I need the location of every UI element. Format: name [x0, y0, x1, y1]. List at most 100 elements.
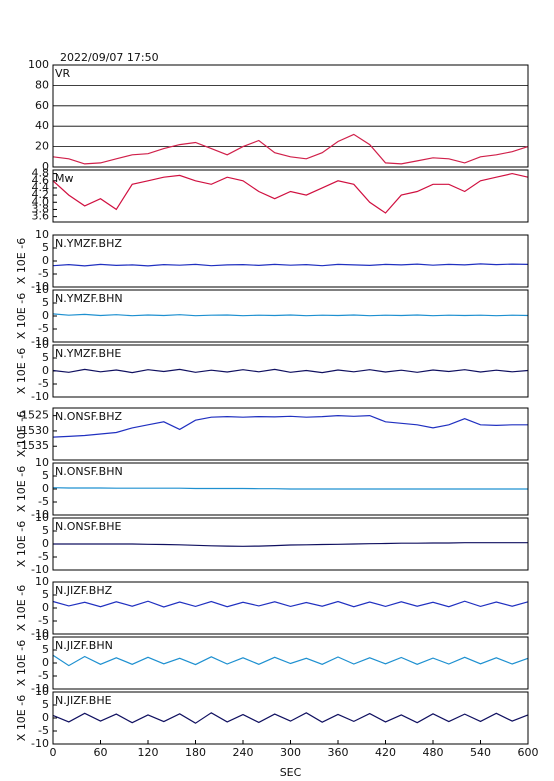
- y-tick-label: 20: [35, 140, 49, 153]
- y-tick-label: 40: [35, 119, 49, 132]
- x-tick-label: 180: [185, 746, 206, 759]
- x-tick-label: 0: [50, 746, 57, 759]
- x-tick-label: 420: [375, 746, 396, 759]
- y-tick-label: -1535: [17, 439, 49, 452]
- x-tick-label: 540: [470, 746, 491, 759]
- y-tick-label: 0: [42, 482, 49, 495]
- y-tick-label: -5: [38, 322, 49, 335]
- y-axis-label: X 10E -6: [15, 411, 28, 457]
- y-tick-label: -10: [31, 737, 49, 750]
- series-line: [52, 487, 528, 490]
- series-line: [52, 712, 529, 724]
- y-axis-label: X 10E -6: [15, 466, 28, 512]
- panel-label: N.YMZF.BHE: [55, 347, 121, 360]
- y-tick-label: 80: [35, 78, 49, 91]
- series-line: [52, 600, 529, 608]
- series-line: [53, 542, 528, 547]
- y-tick-label: 100: [28, 58, 49, 71]
- y-tick-label: -1525: [17, 409, 49, 422]
- y-tick-label: 10: [35, 228, 49, 241]
- y-tick-label: -10: [31, 280, 49, 293]
- y-tick-label: 3.8: [32, 202, 50, 215]
- panel-label: N.YMZF.BHZ: [55, 237, 122, 250]
- x-tick-label: 360: [328, 746, 349, 759]
- y-tick-label: -5: [38, 614, 49, 627]
- y-tick-label: -10: [31, 508, 49, 521]
- timestamp: 2022/09/07 17:50: [60, 51, 159, 64]
- y-tick-label: 0: [42, 537, 49, 550]
- y-tick-label: 10: [35, 511, 49, 524]
- y-tick-label: 5: [42, 469, 49, 482]
- panel-frame: [52, 517, 529, 571]
- y-tick-label: 0: [42, 254, 49, 267]
- panel-frame: [52, 64, 529, 168]
- panel-label: N.JIZF.BHE: [55, 694, 112, 707]
- y-tick-label: 4.2: [32, 188, 50, 201]
- y-tick-label: 10: [35, 456, 49, 469]
- panel-frame: [52, 581, 529, 635]
- y-tick-label: -5: [38, 377, 49, 390]
- panel-label: N.YMZF.BHN: [55, 292, 123, 305]
- y-tick-label: 0: [42, 309, 49, 322]
- y-tick-label: 10: [35, 630, 49, 643]
- y-tick-label: 4.6: [32, 174, 50, 187]
- y-tick-label: 10: [35, 685, 49, 698]
- panel-label: N.ONSF.BHN: [55, 465, 123, 478]
- y-tick-label: -10: [31, 390, 49, 403]
- series-line: [52, 654, 529, 667]
- y-tick-label: 4.8: [32, 167, 50, 180]
- y-tick-label: -1530: [17, 424, 49, 437]
- y-tick-label: -5: [38, 550, 49, 563]
- x-tick-label: 60: [94, 746, 108, 759]
- y-tick-label: 0: [42, 364, 49, 377]
- series-line: [52, 313, 529, 317]
- panel-label: N.ONSF.BHZ: [55, 410, 122, 423]
- y-tick-label: 4.4: [32, 181, 50, 194]
- y-tick-label: 0: [42, 160, 49, 173]
- x-tick-label: 300: [280, 746, 301, 759]
- y-tick-label: -5: [38, 724, 49, 737]
- panel-frame: [52, 344, 529, 398]
- y-tick-label: -10: [31, 627, 49, 640]
- series-line: [52, 414, 528, 438]
- series-line: [52, 133, 529, 165]
- series-line: [52, 263, 529, 267]
- panel-frame: [52, 636, 529, 690]
- y-tick-label: 3.6: [32, 210, 50, 223]
- y-tick-label: -10: [31, 682, 49, 695]
- y-tick-label: -10: [31, 563, 49, 576]
- y-tick-label: 60: [35, 99, 49, 112]
- y-tick-label: 5: [42, 351, 49, 364]
- y-tick-label: 5: [42, 241, 49, 254]
- x-axis-label: SEC: [280, 766, 302, 779]
- series-line: [52, 368, 529, 374]
- y-tick-label: -5: [38, 495, 49, 508]
- x-tick-label: 480: [423, 746, 444, 759]
- y-axis-label: X 10E -6: [15, 521, 28, 567]
- panel-label: Mw: [55, 172, 74, 185]
- series-line: [52, 172, 529, 214]
- y-tick-label: 10: [35, 575, 49, 588]
- y-axis-label: X 10E -6: [15, 585, 28, 631]
- x-tick-label: 600: [518, 746, 539, 759]
- y-tick-label: 5: [42, 698, 49, 711]
- y-axis-label: X 10E -6: [15, 293, 28, 339]
- panel-label: N.ONSF.BHE: [55, 520, 121, 533]
- panel-frame: [52, 289, 529, 343]
- y-tick-label: -5: [38, 267, 49, 280]
- y-tick-label: 5: [42, 296, 49, 309]
- y-tick-label: 10: [35, 283, 49, 296]
- y-tick-label: 10: [35, 338, 49, 351]
- panel-frame: [52, 234, 529, 288]
- panel-label: N.JIZF.BHZ: [55, 584, 113, 597]
- y-tick-label: 5: [42, 643, 49, 656]
- y-tick-label: -10: [31, 335, 49, 348]
- panel-frame: [52, 169, 529, 223]
- y-axis-label: X 10E -6: [15, 640, 28, 686]
- y-tick-label: 5: [42, 524, 49, 537]
- x-tick-label: 240: [233, 746, 254, 759]
- panel-label: VR: [55, 67, 71, 80]
- y-tick-label: 5: [42, 588, 49, 601]
- y-axis-label: X 10E -6: [15, 695, 28, 741]
